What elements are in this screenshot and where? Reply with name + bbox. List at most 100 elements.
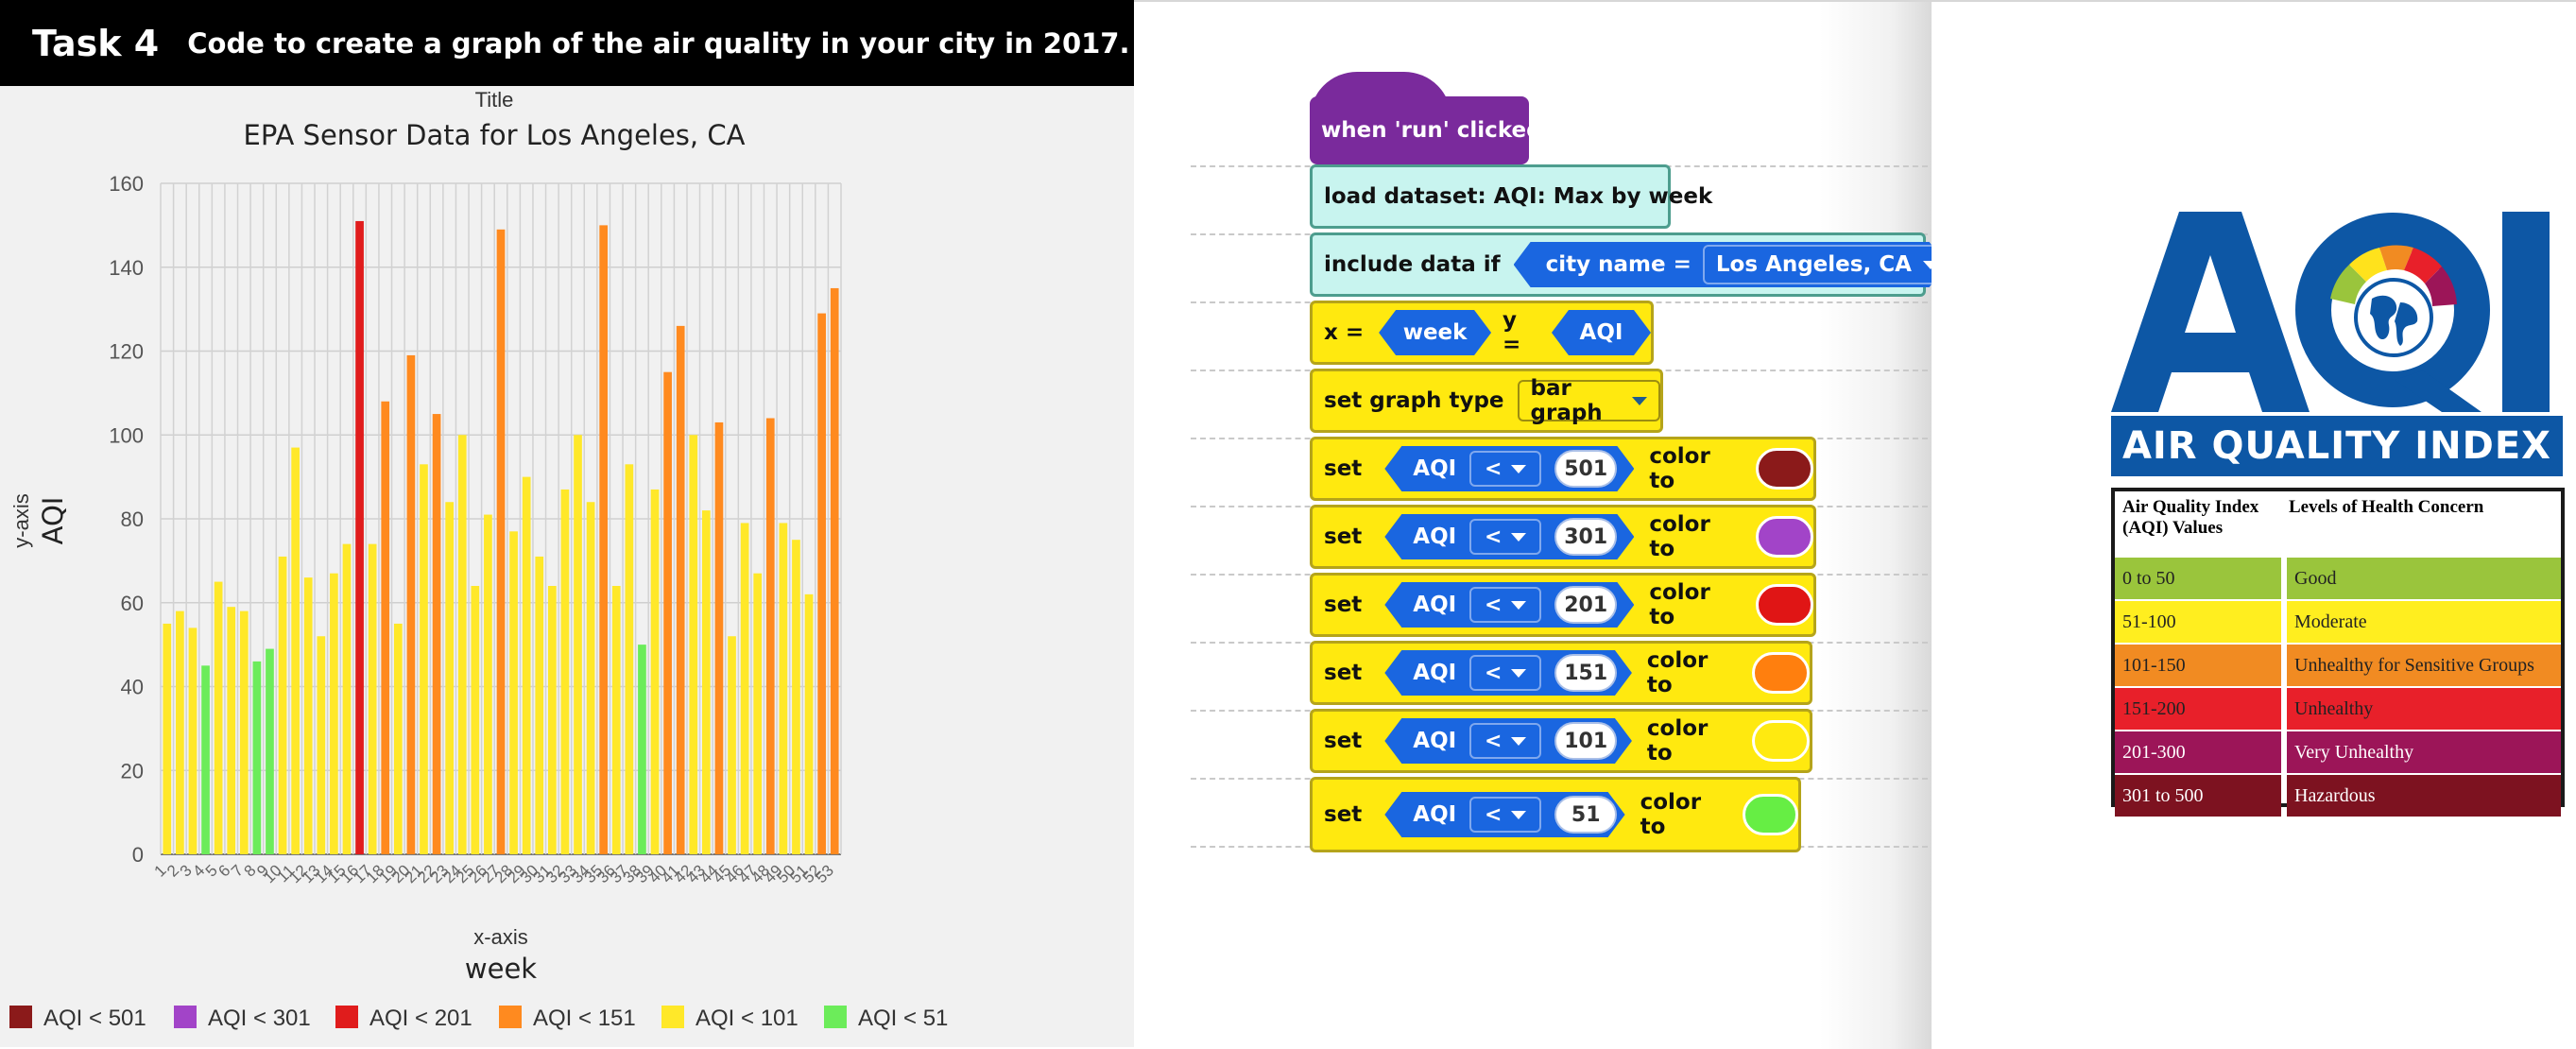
y-axis-caption: y-axis [9, 493, 33, 547]
chart-bar [471, 586, 480, 854]
chart-bar [201, 665, 210, 854]
chart-bar [496, 229, 506, 854]
x-variable[interactable]: week [1379, 310, 1491, 355]
chart-bar [638, 645, 646, 854]
operator-dropdown[interactable]: < [1469, 655, 1541, 691]
chart-bar [317, 636, 326, 854]
legend-label: AQI < 151 [533, 1006, 636, 1031]
task-label: Task 4 [32, 22, 160, 64]
chart-panel: Title EPA Sensor Data for Los Angeles, CA… [0, 86, 1134, 1047]
set-color-rule-block[interactable]: set AQI <501 color to [1310, 437, 1816, 501]
color-swatch[interactable] [1743, 794, 1798, 835]
legend-swatch [335, 1006, 358, 1028]
city-value-dropdown[interactable]: Los Angeles, CA [1703, 245, 1951, 284]
threshold-input[interactable]: 101 [1554, 722, 1617, 760]
set-label: set [1324, 524, 1363, 549]
aqi-range: 151-200 [2115, 688, 2281, 730]
aqi-table-header: Air Quality Index (AQI) Values Levels of… [2115, 491, 2561, 556]
load-dataset-label: load dataset: AQI: Max by week [1324, 184, 1713, 209]
chart-bar [355, 220, 364, 854]
legend-label: AQI < 501 [43, 1006, 146, 1031]
task-header: Task 4 Code to create a graph of the air… [0, 0, 1134, 86]
chevron-down-icon [1511, 533, 1526, 542]
operator-label: < [1485, 729, 1503, 753]
set-color-rule-block[interactable]: set AQI <301 color to [1310, 505, 1816, 569]
threshold-input[interactable]: 501 [1554, 450, 1617, 488]
y-tick-label: 60 [121, 592, 144, 615]
chart-bar [393, 623, 403, 854]
chevron-down-icon [1511, 737, 1526, 746]
chevron-down-icon [1511, 811, 1526, 819]
y-tick-label: 20 [121, 759, 144, 782]
set-color-rule-block[interactable]: set AQI <51 color to [1310, 777, 1801, 852]
chart-bar [266, 648, 274, 854]
color-to-label: color to [1649, 512, 1710, 561]
operator-dropdown[interactable]: < [1469, 797, 1541, 833]
aqi-range: 0 to 50 [2115, 558, 2281, 599]
city-name-field: city name = [1545, 252, 1692, 277]
city-condition[interactable]: city name = Los Angeles, CA [1514, 242, 1947, 287]
aqi-comparison[interactable]: AQI <201 [1384, 582, 1634, 628]
include-data-if-block[interactable]: include data if city name = Los Angeles,… [1310, 232, 1926, 297]
y-tick-label: 100 [109, 423, 144, 447]
operator-dropdown[interactable]: < [1469, 519, 1541, 555]
operator-dropdown[interactable]: < [1469, 451, 1541, 487]
y-tick-label: 140 [109, 256, 144, 280]
graph-type-dropdown[interactable]: bar graph [1517, 376, 1660, 425]
aqi-level-row: 151-200 Unhealthy [2115, 688, 2561, 730]
color-swatch[interactable] [1755, 448, 1814, 490]
chart-bar [381, 401, 390, 854]
field-label: AQI [1413, 524, 1457, 549]
threshold-input[interactable]: 201 [1554, 586, 1617, 624]
color-swatch[interactable] [1752, 720, 1811, 762]
operator-dropdown[interactable]: < [1469, 587, 1541, 623]
health-concern-level: Unhealthy for Sensitive Groups [2287, 645, 2561, 686]
chart-bar [779, 523, 788, 854]
color-swatch[interactable] [1755, 516, 1814, 558]
aqi-comparison[interactable]: AQI <151 [1384, 650, 1632, 696]
chart-bar [239, 610, 249, 854]
aqi-range: 51-100 [2115, 601, 2281, 643]
set-graph-type-block[interactable]: set graph type bar graph [1310, 369, 1663, 433]
operator-dropdown[interactable]: < [1469, 723, 1541, 759]
x-axis-label: week [465, 953, 537, 985]
threshold-input[interactable]: 151 [1554, 654, 1617, 692]
field-label: AQI [1413, 593, 1457, 617]
city-value: Los Angeles, CA [1715, 252, 1912, 277]
chart-bar [765, 418, 775, 854]
aqi-comparison[interactable]: AQI <51 [1384, 792, 1624, 837]
threshold-input[interactable]: 51 [1554, 796, 1617, 834]
color-swatch[interactable] [1755, 584, 1814, 626]
aqi-comparison[interactable]: AQI <101 [1384, 718, 1632, 764]
chart-bar [330, 573, 338, 854]
legend-swatch [499, 1006, 522, 1028]
chart-bar [432, 414, 441, 854]
when-run-clicked-block[interactable]: when 'run' clicked [1310, 96, 1542, 164]
aqi-level-row: 0 to 50 Good [2115, 558, 2561, 599]
set-color-rule-block[interactable]: set AQI <201 color to [1310, 573, 1816, 637]
legend-label: AQI < 101 [696, 1006, 799, 1031]
color-to-label: color to [1649, 444, 1710, 493]
include-data-if-label: include data if [1324, 252, 1501, 277]
threshold-input[interactable]: 301 [1554, 518, 1617, 556]
aqi-comparison[interactable]: AQI <301 [1384, 514, 1634, 559]
aqi-level-row: 101-150 Unhealthy for Sensitive Groups [2115, 645, 2561, 686]
y-variable[interactable]: AQI [1552, 310, 1651, 355]
load-dataset-block[interactable]: load dataset: AQI: Max by week [1310, 164, 1712, 229]
set-label: set [1324, 729, 1363, 753]
chart-bar [817, 313, 826, 854]
aqi-comparison[interactable]: AQI <501 [1384, 446, 1634, 491]
health-concern-level: Unhealthy [2287, 688, 2561, 730]
color-swatch[interactable] [1752, 652, 1811, 694]
chevron-down-icon [1511, 669, 1526, 678]
set-color-rule-block[interactable]: set AQI <101 color to [1310, 709, 1812, 773]
field-label: AQI [1413, 802, 1457, 827]
chart-bar [740, 523, 749, 854]
color-to-label: color to [1640, 790, 1702, 839]
aqi-table-body: 0 to 50 Good 51-100 Moderate 101-150 Unhealth… [2115, 558, 2561, 817]
set-color-rule-block[interactable]: set AQI <151 color to [1310, 641, 1812, 705]
axis-assign-block[interactable]: x = week y = AQI [1310, 301, 1654, 365]
chart-bar [702, 510, 711, 854]
x-tick-label: 53 [812, 861, 837, 886]
legend-swatch [9, 1006, 32, 1028]
